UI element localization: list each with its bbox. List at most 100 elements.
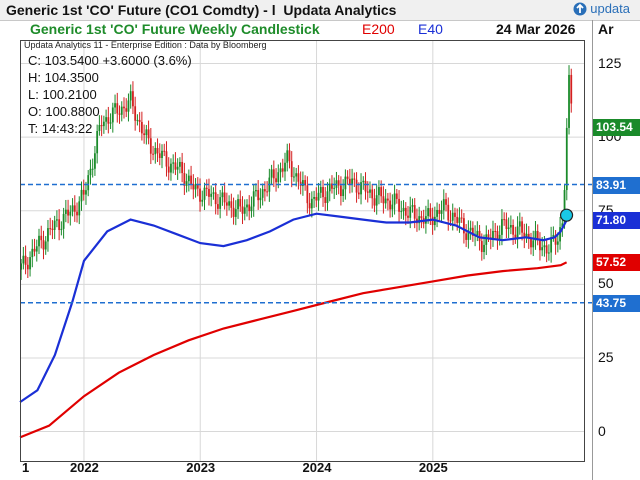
- candle-body: [210, 193, 213, 197]
- candle-body: [230, 201, 233, 208]
- candle-body: [559, 227, 561, 242]
- candle-body: [163, 150, 166, 152]
- price-tag: 57.52: [593, 254, 640, 272]
- candle-body: [194, 184, 197, 190]
- candle-body: [409, 206, 412, 218]
- candle-body: [391, 204, 394, 210]
- candle-body: [290, 161, 293, 178]
- candle-body: [232, 207, 235, 217]
- candle-body: [26, 264, 29, 270]
- candle-body: [373, 198, 376, 206]
- candle-body: [456, 216, 459, 223]
- candle-body: [286, 150, 289, 163]
- candle-body: [98, 125, 101, 131]
- candle-body: [192, 183, 195, 190]
- ohlc-high: H: 104.3500: [28, 70, 99, 85]
- candle-body: [301, 180, 304, 187]
- candle-body: [386, 198, 389, 201]
- candle-body: [483, 244, 485, 253]
- x-tick-label: 2024: [302, 460, 332, 475]
- candle-body: [71, 205, 74, 212]
- candle-body: [527, 233, 530, 239]
- candle-body: [102, 121, 105, 127]
- candle-body: [255, 190, 257, 192]
- candle-body: [449, 220, 452, 222]
- legend-e40: E40: [418, 21, 443, 37]
- candle-body: [565, 127, 568, 191]
- axis-header-label: Ar: [598, 21, 614, 37]
- candle-body: [545, 245, 548, 254]
- candle-body: [272, 169, 275, 179]
- candle-body: [20, 263, 23, 270]
- source-note: Updata Analytics 11 - Enterprise Edition…: [24, 40, 267, 50]
- candle-body: [554, 234, 557, 245]
- candle-body: [556, 241, 559, 245]
- candle-body: [132, 91, 134, 107]
- candle-body: [400, 211, 403, 213]
- y-tick-label: 0: [598, 422, 606, 439]
- candle-body: [263, 189, 266, 192]
- candle-body: [24, 255, 27, 265]
- candle-body: [353, 178, 356, 180]
- candle-body: [29, 257, 31, 270]
- candle-body: [467, 230, 470, 240]
- candle-body: [49, 228, 52, 230]
- candle-body: [516, 226, 519, 239]
- candle-body: [523, 232, 526, 239]
- price-tag: 43.75: [593, 294, 640, 312]
- candle-body: [217, 204, 219, 209]
- candle-body: [521, 221, 523, 233]
- candle-body: [176, 166, 179, 170]
- candle-body: [96, 130, 99, 154]
- candle-body: [76, 211, 78, 216]
- candle-body: [109, 122, 112, 124]
- candle-body: [378, 187, 380, 196]
- candle-body: [478, 230, 481, 242]
- candle-body: [413, 205, 416, 219]
- candle-body: [342, 189, 345, 197]
- ohlc-open: O: 100.8800: [28, 104, 100, 119]
- candle-body: [53, 220, 56, 230]
- candle-body: [69, 211, 72, 216]
- candle-body: [35, 246, 38, 252]
- candle-body: [317, 192, 320, 201]
- candle-body: [451, 212, 454, 221]
- chart-area[interactable]: Generic 1st 'CO' Future Weekly Candlesti…: [0, 20, 640, 480]
- candle-body: [89, 168, 92, 176]
- candle-body: [223, 192, 226, 203]
- candle-body: [420, 216, 423, 218]
- candle-body: [149, 138, 152, 154]
- candle-body: [543, 245, 546, 248]
- candle-body: [181, 161, 184, 174]
- candle-body: [178, 161, 181, 167]
- candle-body: [532, 240, 535, 248]
- chart-date: 24 Mar 2026: [496, 21, 576, 37]
- candle-body: [498, 234, 501, 241]
- candle-body: [201, 199, 204, 202]
- candle-body: [167, 166, 170, 173]
- candle-body: [125, 108, 128, 112]
- candle-body: [214, 192, 217, 205]
- candlestick-chart: [19, 40, 592, 461]
- candle-body: [346, 176, 349, 179]
- window-title: Generic 1st 'CO' Future (CO1 Comdty) - l…: [6, 2, 396, 18]
- candle-body: [337, 180, 340, 186]
- ohlc-time: T: 14:43:22: [28, 121, 93, 136]
- candle-body: [319, 187, 322, 193]
- candle-body: [360, 182, 362, 195]
- candle-body: [293, 176, 295, 178]
- candle-body: [460, 217, 463, 219]
- candle-body: [111, 107, 114, 123]
- candle-body: [205, 187, 208, 189]
- candle-body: [145, 129, 148, 136]
- candle-body: [203, 187, 206, 200]
- candle-body: [156, 147, 159, 154]
- candle-body: [51, 228, 54, 230]
- candle-body: [369, 189, 371, 193]
- candle-body: [518, 221, 521, 227]
- updata-logo: updata: [573, 1, 630, 16]
- candle-body: [270, 169, 273, 178]
- candle-body: [550, 237, 553, 253]
- candle-body: [561, 223, 564, 228]
- candle-body: [445, 199, 447, 205]
